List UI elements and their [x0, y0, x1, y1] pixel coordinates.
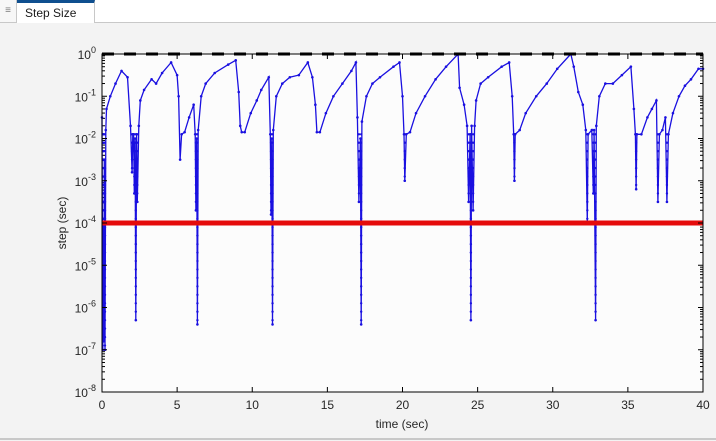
- x-tick-label: 0: [99, 398, 106, 412]
- x-axis-title: time (sec): [376, 417, 429, 431]
- y-tick-label: 10-2: [75, 130, 96, 147]
- y-tick-label: 10-6: [75, 299, 96, 316]
- y-tick-label: 10-5: [75, 256, 96, 273]
- x-axis: 0 5 10 15 20 25 30 35 40: [99, 54, 710, 412]
- x-tick-label: 30: [546, 398, 560, 412]
- tab-step-size[interactable]: Step Size: [17, 0, 95, 23]
- y-tick-label: 10-7: [75, 341, 96, 358]
- grip-icon[interactable]: ≡: [0, 0, 17, 22]
- x-tick-label: 25: [471, 398, 485, 412]
- x-tick-label: 10: [246, 398, 260, 412]
- y-tick-label: 10-8: [75, 383, 96, 400]
- tab-label: Step Size: [25, 6, 77, 20]
- y-tick-label: 10-1: [75, 87, 96, 104]
- tab-bar: ≡ Step Size: [0, 0, 716, 23]
- y-tick-label: 10-4: [75, 214, 96, 231]
- y-tick-label: 10-3: [75, 172, 96, 189]
- x-tick-label: 20: [396, 398, 410, 412]
- x-tick-label: 5: [174, 398, 181, 412]
- x-tick-label: 15: [321, 398, 335, 412]
- y-axis: 100 10-1 10-2 10-3 10-4 10-5 10-6 10-7 10-8: [75, 45, 703, 400]
- x-tick-label: 35: [621, 398, 635, 412]
- y-tick-label: 100: [78, 45, 96, 62]
- x-tick-label: 40: [696, 398, 710, 412]
- y-axis-title: step (sec): [55, 197, 69, 250]
